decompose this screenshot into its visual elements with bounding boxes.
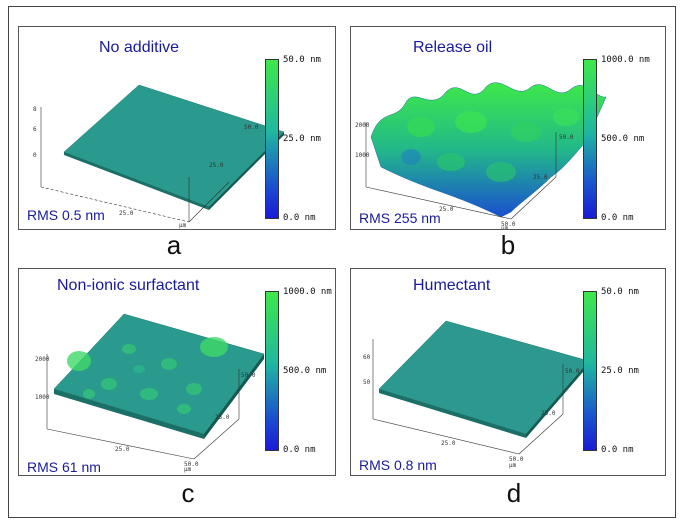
z-tick: 6: [33, 126, 37, 133]
y-tick: 25.0: [209, 162, 224, 169]
y-tick: 50.0: [244, 124, 259, 131]
panel-title: No additive: [99, 39, 180, 56]
x-tick: 25.0: [439, 206, 454, 213]
z-tick: 2000: [35, 356, 50, 363]
z-tick: 60: [363, 354, 371, 361]
x-tick: 50.0: [509, 456, 524, 463]
color-scale-bar: [265, 291, 279, 451]
panel-a: 8 6 0 25.0 50.0 25.0 μm No additive RMS …: [18, 26, 336, 230]
rms-label: RMS 255 nm: [359, 210, 441, 226]
y-tick: 50.0: [241, 372, 256, 379]
scale-mid: 500.0 nm: [601, 134, 645, 144]
y-tick: 50.0: [565, 368, 580, 375]
x-tick: 25.0: [115, 446, 130, 453]
panel-title: Non-ionic surfactant: [57, 277, 200, 294]
panel-b: 2000 1000 25.0 50.0 25.0 50.0 μm Release…: [350, 26, 666, 230]
scale-bottom: 0.0 nm: [283, 213, 316, 223]
panel-letter: d: [506, 478, 522, 508]
scale-top: 1000.0 nm: [283, 287, 332, 297]
y-tick: 25.0: [541, 410, 556, 417]
panel-letter: a: [166, 230, 182, 260]
scale-mid: 500.0 nm: [283, 366, 327, 376]
panel-letter: c: [181, 478, 195, 508]
scale-mid: 25.0 nm: [601, 366, 639, 376]
panel-d: 60 50 25.0 50.0 25.0 50.0 μm Humectant R…: [350, 268, 666, 476]
scale-top: 50.0 nm: [283, 55, 321, 65]
y-tick: 25.0: [215, 414, 230, 421]
x-tick: 25.0: [119, 210, 134, 217]
rms-label: RMS 0.5 nm: [27, 207, 105, 223]
z-tick: 8: [33, 106, 37, 113]
x-tick: 50.0: [184, 461, 199, 468]
y-tick: 25.0: [533, 174, 548, 181]
color-scale-bar: [583, 59, 597, 219]
axis-unit: μm: [179, 222, 187, 229]
scale-mid: 25.0 nm: [283, 134, 321, 144]
z-tick: 2000: [355, 122, 370, 129]
panel-title: Release oil: [413, 39, 493, 56]
panel-letter: b: [500, 230, 516, 260]
axis-unit: μm: [509, 462, 517, 469]
axis-unit: μm: [184, 466, 192, 473]
rms-label: RMS 0.8 nm: [359, 457, 437, 473]
scale-bottom: 0.0 nm: [601, 213, 634, 223]
color-scale-bar: [265, 59, 279, 219]
afm-surface-d: 60 50 25.0 50.0 25.0 50.0 μm: [363, 320, 590, 469]
afm-surface-c: 2000 1000 25.0 50.0 25.0 50.0 μm: [35, 313, 265, 473]
color-scale-bar: [583, 291, 597, 451]
scale-bottom: 0.0 nm: [283, 445, 316, 455]
x-tick: 25.0: [441, 440, 456, 447]
scale-top: 50.0 nm: [601, 287, 639, 297]
y-tick: 50.0: [559, 134, 574, 141]
scale-top: 1000.0 nm: [601, 55, 650, 65]
scale-bottom: 0.0 nm: [601, 445, 634, 455]
z-tick: 0: [33, 152, 37, 159]
figure-frame: [8, 6, 676, 518]
z-tick: 50: [363, 379, 371, 386]
panel-title: Humectant: [413, 277, 491, 294]
axis-unit: μm: [501, 225, 509, 230]
rms-label: RMS 61 nm: [27, 459, 101, 475]
afm-surface-b: 2000 1000 25.0 50.0 25.0 50.0 μm: [355, 82, 607, 230]
x-tick: 50.0: [501, 221, 516, 228]
panel-c: 2000 1000 25.0 50.0 25.0 50.0 μm Non-ion…: [18, 268, 336, 476]
z-tick: 1000: [35, 394, 50, 401]
z-tick: 1000: [355, 152, 370, 159]
